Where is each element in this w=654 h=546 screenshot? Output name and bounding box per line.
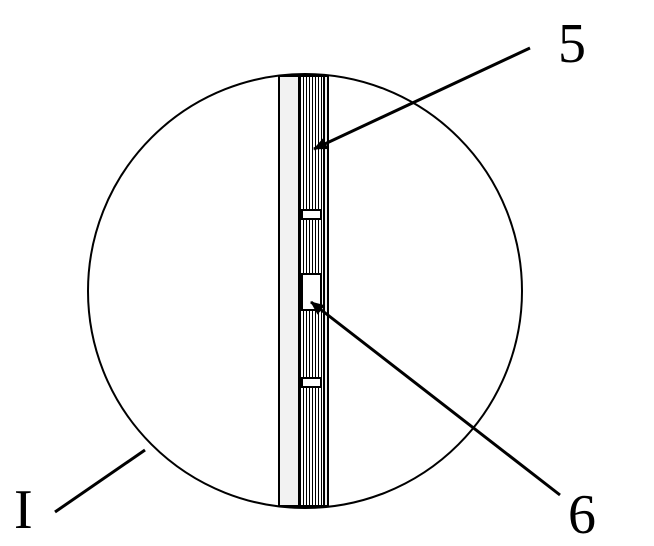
label-5: 5	[558, 16, 586, 72]
diagram-stage: 5 6 I	[0, 0, 654, 545]
label-roman-one: I	[14, 482, 33, 538]
callout-arrow-6	[311, 302, 560, 495]
notch	[302, 210, 321, 219]
callout-arrow-5	[314, 48, 530, 149]
notch	[302, 274, 321, 310]
diagram-svg	[0, 0, 654, 545]
notch	[302, 378, 321, 387]
vertical-assembly	[279, 76, 328, 506]
callout-leader-roman-one	[55, 450, 145, 512]
label-6: 6	[568, 487, 596, 543]
